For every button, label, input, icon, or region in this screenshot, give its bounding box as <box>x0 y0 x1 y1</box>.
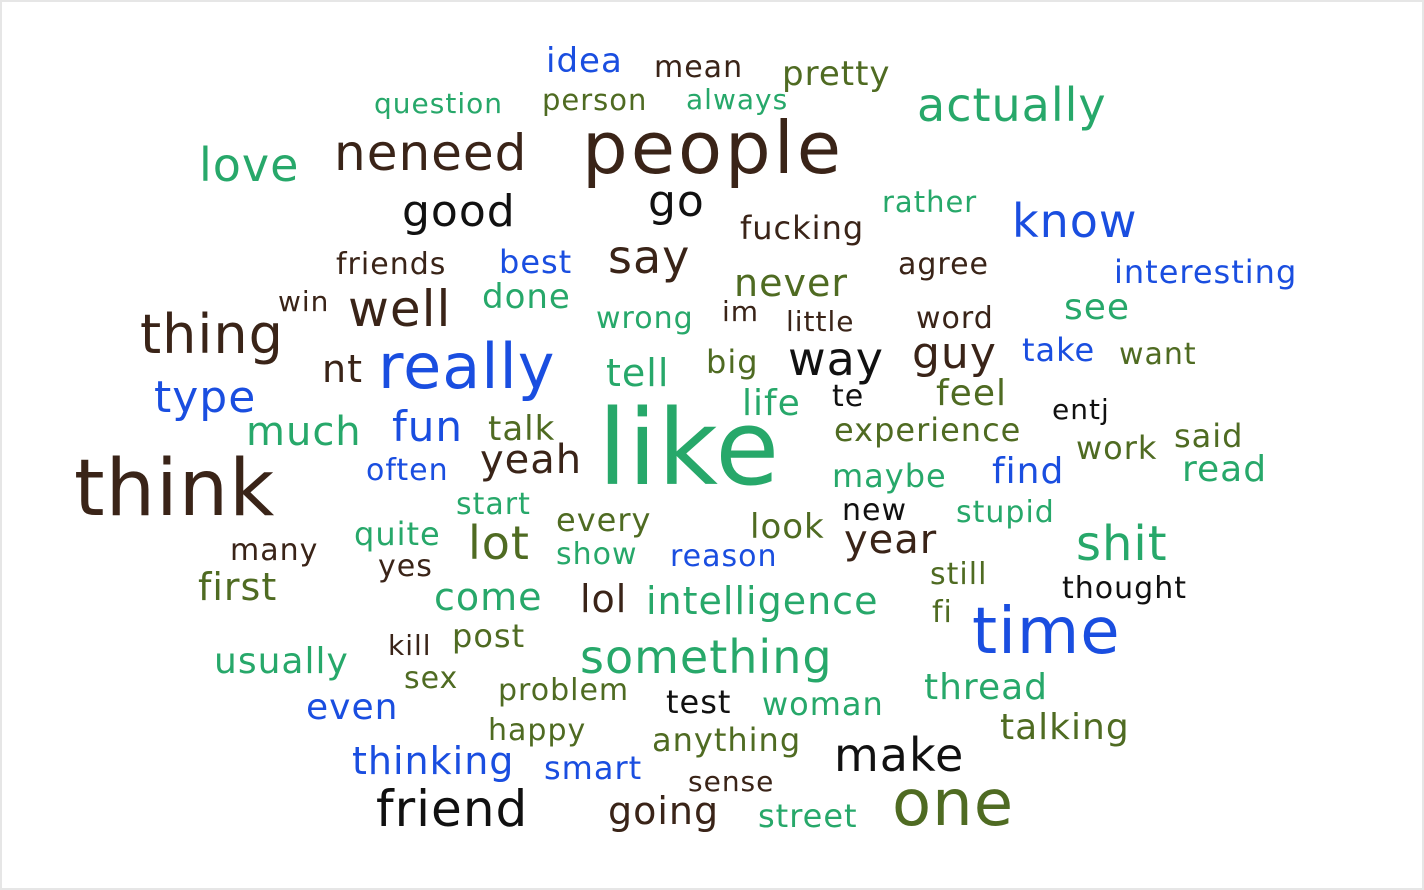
word-actually: actually <box>917 78 1107 132</box>
word-nt: nt <box>322 347 363 391</box>
word-people: people <box>582 106 845 190</box>
word-look: look <box>750 507 825 547</box>
word-every: every <box>556 501 652 539</box>
word-problem: problem <box>498 673 630 708</box>
word-really: really <box>378 330 556 403</box>
word-something: something <box>580 630 833 684</box>
word-talk: talk <box>488 409 556 449</box>
word-intelligence: intelligence <box>646 579 879 623</box>
word-win: win <box>278 285 330 318</box>
word-find: find <box>992 451 1065 492</box>
word-happy: happy <box>488 713 587 748</box>
word-yes: yes <box>378 549 433 584</box>
word-shit: shit <box>1076 516 1168 572</box>
word-mean: mean <box>654 50 744 85</box>
word-time: time <box>972 595 1121 669</box>
word-think: think <box>74 444 276 534</box>
word-word: word <box>916 301 994 336</box>
word-wrong: wrong <box>596 301 694 336</box>
word-much: much <box>246 409 362 455</box>
word-fun: fun <box>392 402 464 451</box>
word-reason: reason <box>670 539 778 574</box>
word-life: life <box>742 383 801 424</box>
word-start: start <box>456 487 531 522</box>
word-kill: kill <box>388 629 432 662</box>
word-tell: tell <box>606 351 670 395</box>
word-thing: thing <box>140 303 284 366</box>
word-type: type <box>154 372 257 423</box>
word-interesting: interesting <box>1114 253 1298 291</box>
word-read: read <box>1182 449 1268 490</box>
word-test: test <box>666 683 732 721</box>
word-year: year <box>844 517 938 563</box>
word-neneed: neneed <box>334 124 528 182</box>
word-first: first <box>198 565 278 609</box>
word-lol: lol <box>580 577 628 621</box>
word-work: work <box>1076 429 1158 467</box>
word-woman: woman <box>762 685 884 723</box>
word-know: know <box>1012 194 1138 248</box>
word-friend: friend <box>376 780 529 838</box>
word-post: post <box>452 617 526 655</box>
word-one: one <box>892 767 1015 841</box>
word-make: make <box>834 728 965 782</box>
word-see: see <box>1064 287 1131 328</box>
word-thought: thought <box>1062 571 1187 606</box>
word-good: good <box>402 186 516 237</box>
word-never: never <box>734 261 848 305</box>
word-smart: smart <box>544 749 643 787</box>
word-fucking: fucking <box>740 209 865 247</box>
word-pretty: pretty <box>782 54 891 94</box>
word-maybe: maybe <box>832 457 947 495</box>
word-come: come <box>434 575 543 619</box>
word-usually: usually <box>214 641 349 682</box>
word-new: new <box>842 493 908 528</box>
word-street: street <box>758 797 858 835</box>
word-quite: quite <box>354 515 441 553</box>
word-question: question <box>374 87 503 120</box>
word-agree: agree <box>898 247 990 282</box>
word-sense: sense <box>688 765 775 798</box>
word-even: even <box>306 687 399 728</box>
word-feel: feel <box>936 373 1007 414</box>
word-love: love <box>199 138 300 192</box>
word-guy: guy <box>912 328 997 379</box>
word-experience: experience <box>834 411 1022 449</box>
word-little: little <box>786 305 855 338</box>
word-thinking: thinking <box>352 739 515 783</box>
word-said: said <box>1174 417 1244 455</box>
word-fi: fi <box>932 595 953 630</box>
word-idea: idea <box>546 41 623 81</box>
word-always: always <box>686 83 789 116</box>
word-way: way <box>788 332 885 386</box>
word-like: like <box>598 387 781 509</box>
word-going: going <box>608 789 720 833</box>
word-lot: lot <box>468 516 530 570</box>
word-big: big <box>706 343 759 381</box>
word-sex: sex <box>404 661 459 696</box>
word-person: person <box>542 83 648 117</box>
word-go: go <box>648 176 705 227</box>
word-still: still <box>930 557 988 592</box>
word-im: im <box>722 295 760 328</box>
word-show: show <box>556 537 638 572</box>
word-often: often <box>366 453 449 488</box>
word-done: done <box>482 277 571 317</box>
word-say: say <box>608 230 691 284</box>
word-yeah: yeah <box>480 437 583 483</box>
word-well: well <box>348 280 452 338</box>
word-rather: rather <box>882 185 978 219</box>
word-thread: thread <box>924 667 1049 708</box>
word-te: te <box>832 379 865 414</box>
word-best: best <box>499 243 573 281</box>
word-anything: anything <box>652 721 802 759</box>
word-stupid: stupid <box>956 495 1055 530</box>
word-want: want <box>1119 337 1197 372</box>
word-take: take <box>1022 331 1096 369</box>
word-many: many <box>230 533 319 568</box>
word-friends: friends <box>336 247 447 282</box>
word-talking: talking <box>1000 707 1130 748</box>
word-entj: entj <box>1052 393 1110 426</box>
